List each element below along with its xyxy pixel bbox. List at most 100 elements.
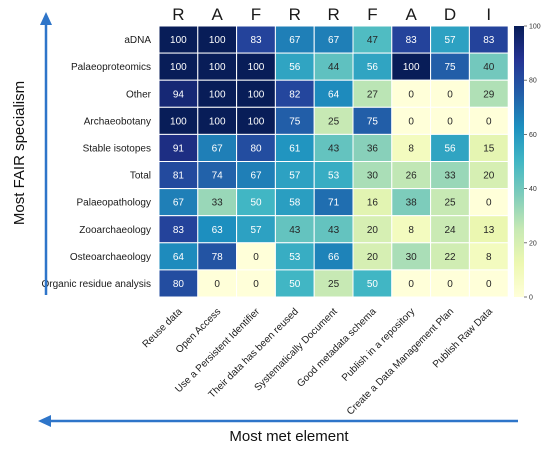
column-letter: R — [327, 5, 339, 24]
cell-value-label: 83 — [250, 35, 262, 46]
cell-value-label: 30 — [406, 252, 418, 263]
cell-value-label: 80 — [250, 143, 262, 154]
heatmap-cell — [313, 215, 354, 244]
cell-value-label: 0 — [253, 279, 259, 290]
cell-value-label: 8 — [408, 143, 414, 154]
row-label: Other — [126, 89, 152, 100]
x-axis-title: Most met element — [229, 428, 349, 445]
cell-value-label: 16 — [367, 198, 379, 209]
y-axis-title: Most FAIR specialism — [11, 81, 28, 225]
colorbar-tick-label: 40 — [529, 186, 537, 193]
heatmap-cell — [236, 52, 276, 81]
cell-value-label: 0 — [486, 116, 492, 127]
cell-value-label: 0 — [447, 116, 453, 127]
cell-value-label: 38 — [406, 198, 418, 209]
cell-value-label: 29 — [483, 89, 495, 100]
heatmap-cell — [391, 52, 432, 81]
cell-value-label: 40 — [483, 62, 495, 73]
row-labels: aDNA Palaeoproteomics Other Archaeobotany St… — [42, 35, 152, 290]
cell-value-label: 75 — [289, 116, 301, 127]
heatmap-cell — [313, 52, 354, 81]
cell-value-label: 100 — [170, 62, 187, 73]
x-axis-arrow-head — [38, 415, 51, 427]
column-letter: D — [444, 5, 456, 24]
heatmap-cell — [158, 25, 199, 54]
cell-value-label: 100 — [209, 62, 226, 73]
cell-value-label: 20 — [367, 225, 379, 236]
cell-value-label: 100 — [170, 35, 187, 46]
cell-value-label: 43 — [289, 225, 301, 236]
heatmap-cell — [313, 188, 354, 217]
cell-value-label: 81 — [173, 171, 185, 182]
cell-value-label: 67 — [173, 198, 185, 209]
cell-value-label: 57 — [250, 225, 262, 236]
heatmap-cell — [197, 188, 238, 217]
heatmap-cell — [274, 242, 315, 271]
row-label: Total — [130, 171, 151, 182]
cell-value-label: 25 — [328, 116, 340, 127]
colorbar-tick-label: 80 — [529, 78, 537, 85]
heatmap-cell — [352, 25, 393, 54]
heatmap-cell — [313, 269, 354, 298]
column-letter: R — [172, 5, 184, 24]
heatmap-cell — [468, 79, 509, 108]
heatmap-cell — [158, 188, 199, 217]
cell-value-label: 0 — [447, 279, 453, 290]
heatmap-cell — [352, 133, 393, 162]
cell-value-label: 82 — [289, 89, 301, 100]
cell-value-label: 44 — [328, 62, 340, 73]
cell-value-label: 80 — [173, 279, 185, 290]
heatmap-cell — [391, 242, 432, 271]
cell-value-label: 71 — [328, 198, 340, 209]
cell-value-label: 83 — [483, 35, 495, 46]
heatmap-cell — [274, 79, 315, 108]
cell-value-label: 100 — [248, 62, 265, 73]
cell-value-label: 100 — [170, 116, 187, 127]
cell-value-label: 15 — [483, 143, 495, 154]
cell-value-label: 100 — [209, 35, 226, 46]
y-axis-arrow-head — [40, 12, 52, 25]
heatmap-cell — [274, 161, 315, 190]
row-label: Organic residue analysis — [42, 279, 152, 290]
cell-value-label: 56 — [289, 62, 301, 73]
cell-value-label: 75 — [444, 62, 456, 73]
heatmap-cell — [391, 269, 432, 298]
heatmap-cell — [430, 25, 470, 54]
cell-value-label: 25 — [444, 198, 456, 209]
heatmap-cell — [274, 269, 315, 298]
cell-value-label: 56 — [367, 62, 379, 73]
heatmap-cell — [391, 188, 432, 217]
cell-value-label: 20 — [367, 252, 379, 263]
cell-value-label: 53 — [289, 252, 301, 263]
cell-value-label: 24 — [444, 225, 456, 236]
heatmap-cell — [468, 215, 509, 244]
cell-value-label: 8 — [408, 225, 414, 236]
heatmap-cell — [468, 133, 509, 162]
cell-value-label: 100 — [248, 89, 265, 100]
heatmap-cell — [430, 269, 470, 298]
colorbar-tick-label: 0 — [529, 295, 533, 302]
heatmap-cell — [274, 106, 315, 135]
cell-value-label: 56 — [444, 143, 456, 154]
cell-value-label: 83 — [406, 35, 418, 46]
cell-value-label: 27 — [367, 89, 379, 100]
heatmap-cell — [430, 52, 470, 81]
cell-value-label: 63 — [212, 225, 224, 236]
cell-value-label: 67 — [212, 143, 224, 154]
colorbar-tick-label: 100 — [529, 24, 541, 31]
cell-value-label: 0 — [408, 116, 414, 127]
cell-value-label: 83 — [173, 225, 185, 236]
heatmap-cell — [158, 242, 199, 271]
heatmap-cell — [468, 161, 509, 190]
cell-value-label: 91 — [173, 143, 185, 154]
colorbar-ticks: 0 20 40 60 80 100 — [524, 24, 541, 302]
row-label: aDNA — [124, 35, 151, 46]
heatmap-cell — [236, 242, 276, 271]
heatmap-cell — [236, 161, 276, 190]
cell-value-label: 100 — [209, 116, 226, 127]
heatmap-cell — [197, 161, 238, 190]
heatmap-cell — [236, 79, 276, 108]
heatmap-cell — [197, 106, 238, 135]
cell-value-label: 64 — [328, 89, 340, 100]
